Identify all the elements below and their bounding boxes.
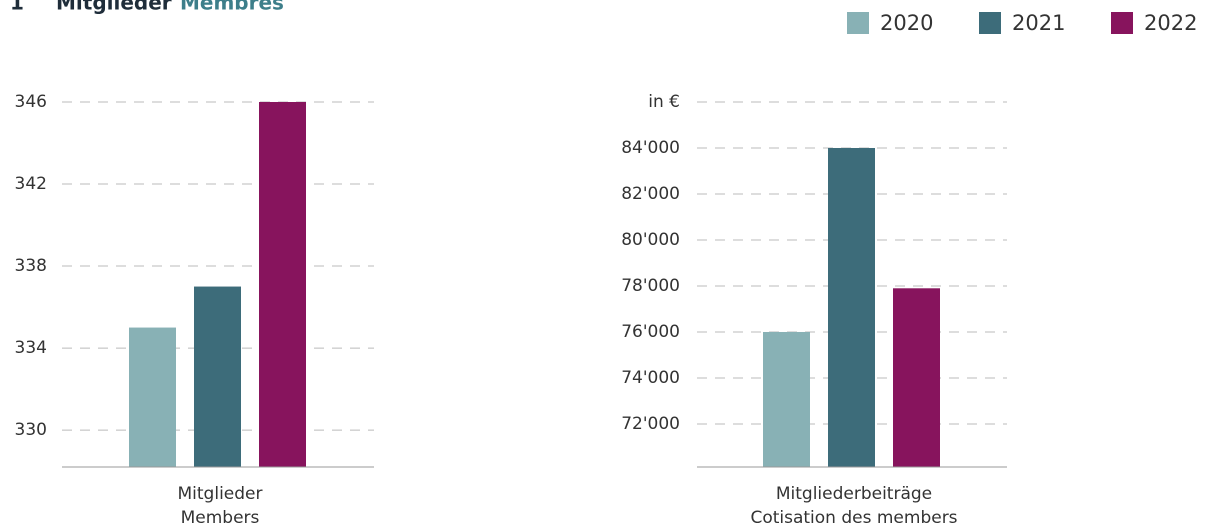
y-tick-label: 346 (15, 92, 47, 112)
bar (828, 147, 875, 468)
y-tick-label: 334 (15, 338, 47, 358)
x-tick-label: Mitglieder (178, 484, 263, 504)
legend-label: 2021 (1012, 11, 1065, 35)
x-tick-label-translation: Members (181, 508, 260, 526)
bar (763, 331, 810, 467)
y-tick-label: 80'000 (621, 230, 680, 250)
title-translation: Membres (180, 0, 284, 15)
bar (129, 327, 176, 467)
y-tick-label: in € (648, 92, 680, 112)
legend-label: 2022 (1144, 11, 1197, 35)
legend-swatch (1111, 12, 1133, 34)
legend-label: 2020 (880, 11, 933, 35)
bar (893, 288, 940, 467)
bar (259, 102, 306, 467)
legend-swatch (979, 12, 1001, 34)
y-tick-label: 342 (15, 174, 47, 194)
y-tick-label: 74'000 (621, 368, 680, 388)
x-tick-label: Mitgliederbeiträge (776, 484, 932, 504)
bar (194, 286, 241, 467)
legend-swatch (847, 12, 869, 34)
x-tick-label-translation: Cotisation des members (750, 508, 957, 526)
y-tick-label: 330 (15, 420, 47, 440)
title: Mitglieder (56, 0, 172, 15)
y-tick-label: 78'000 (621, 276, 680, 296)
y-tick-label: 84'000 (621, 138, 680, 158)
y-tick-label: 72'000 (621, 414, 680, 434)
y-tick-label: 76'000 (621, 322, 680, 342)
y-tick-label: 82'000 (621, 184, 680, 204)
title-number: 1 (10, 0, 24, 15)
y-tick-label: 338 (15, 256, 47, 276)
